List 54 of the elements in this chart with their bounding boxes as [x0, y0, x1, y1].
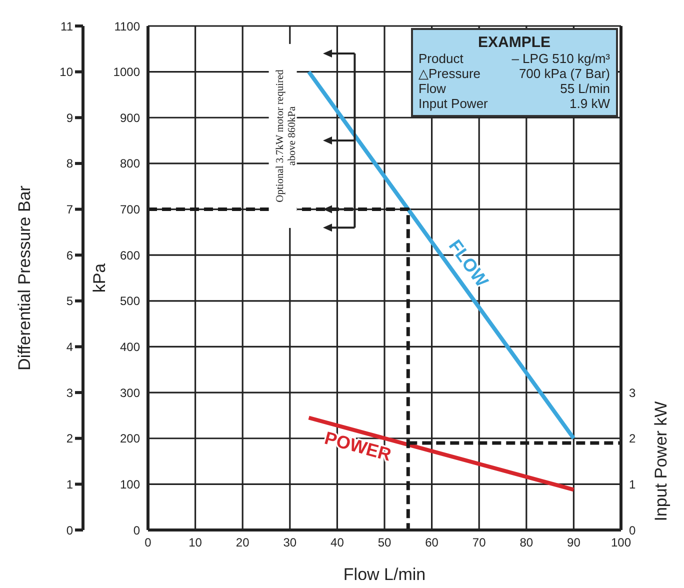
y3-axis-title: Input Power kW — [651, 401, 670, 522]
x-tick-label: 80 — [520, 536, 534, 550]
y-tick-label: 100 — [120, 477, 140, 492]
x-tick-label: 90 — [567, 536, 581, 550]
y3-tick-label: 0 — [629, 523, 636, 538]
y2-tick-label: 6 — [66, 248, 74, 262]
y2-axis-title: Differential Pressure Bar — [15, 185, 34, 370]
x-tick-label: 50 — [378, 536, 392, 550]
y3-tick-label: 1 — [629, 477, 636, 492]
annotation: Optional 3.7kW motor required above 860kPa — [274, 68, 298, 202]
annotation: – LPG 510 kg/m³ — [512, 51, 610, 66]
y2-tick-label: 4 — [66, 340, 74, 354]
x-tick-label: 40 — [330, 536, 344, 550]
y2-tick-label: 1 — [66, 477, 74, 492]
text: POWER — [322, 428, 394, 465]
annotation: EXAMPLE — [476, 34, 552, 51]
annotation: Flow — [418, 81, 446, 96]
y3-tick-label: 2 — [629, 432, 636, 446]
y-axis-title: kPa — [90, 262, 110, 293]
y2-tick-label: 10 — [60, 65, 74, 80]
y-tick-label: 700 — [120, 202, 140, 217]
y-tick-label: 500 — [120, 294, 140, 308]
annotation: Product — [418, 51, 464, 66]
annotation: 700 kPa (7 Bar) — [518, 66, 610, 81]
x-tick-label: 70 — [472, 536, 486, 550]
x-tick-label: 10 — [188, 536, 202, 550]
x-tick-label: 30 — [283, 536, 297, 550]
annotation: Input Power — [418, 96, 488, 111]
y-tick-label: 400 — [120, 340, 140, 354]
annotation: 1.9 kW — [570, 96, 610, 111]
x-axis-title: Flow L/min — [343, 565, 426, 584]
x-tick-label: 20 — [236, 536, 250, 550]
y-tick-label: 600 — [120, 248, 140, 262]
y2-tick-label: 8 — [66, 156, 74, 171]
y3-tick-label: 3 — [629, 386, 636, 400]
y2-tick-label: 0 — [66, 523, 74, 538]
y-tick-label: 1100 — [114, 19, 140, 34]
x-tick-label: 100 — [610, 536, 632, 550]
x-tick-label: 60 — [425, 536, 439, 550]
y2-tick-label: 3 — [66, 386, 74, 400]
y2-tick-label: 11 — [60, 19, 74, 34]
y2-tick-label: 2 — [66, 432, 74, 446]
y-tick-label: 800 — [120, 156, 140, 171]
y-tick-label: 200 — [120, 432, 140, 446]
y2-tick-label: 9 — [66, 110, 74, 125]
annotation: 55 L/min — [560, 81, 610, 96]
y2-tick-label: 5 — [66, 294, 74, 308]
annotation: △Pressure — [418, 66, 481, 81]
y2-tick-label: 7 — [66, 202, 74, 217]
y-tick-label: 300 — [120, 386, 140, 400]
y-tick-label: 900 — [120, 110, 140, 125]
y-tick-label: 0 — [133, 523, 140, 538]
x-tick-label: 0 — [144, 536, 152, 550]
y-tick-label: 1000 — [113, 65, 140, 80]
